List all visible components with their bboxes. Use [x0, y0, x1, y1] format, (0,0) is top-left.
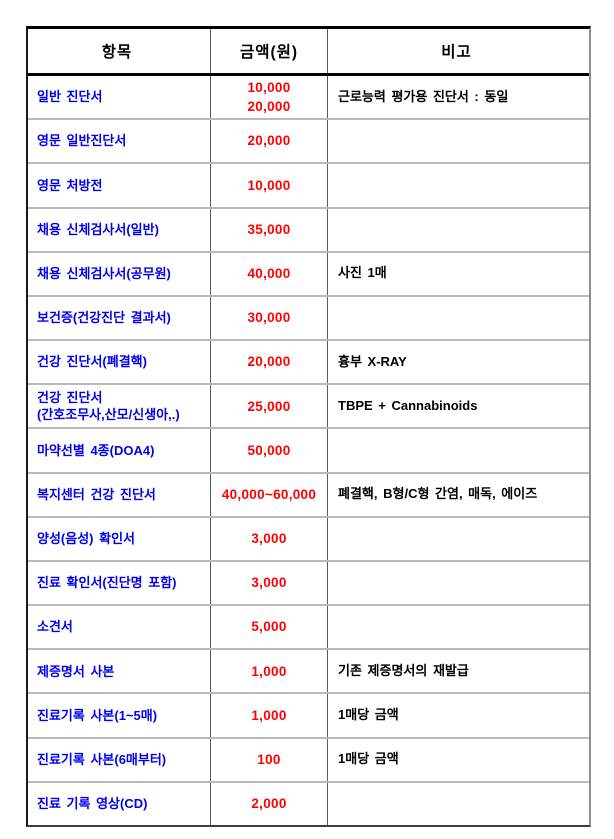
item-cell: 마약선별 4종(DOA4) [37, 442, 155, 458]
remark-cell [327, 606, 589, 649]
amount-cell: 1,000 [210, 694, 327, 737]
remark-cell [327, 120, 589, 163]
amount-cell: 40,000~60,000 [210, 473, 327, 516]
table-row: 진료 기록 영상(CD) 2,000 [28, 782, 589, 825]
item-cell: 제증명서 사본 [37, 663, 115, 679]
table-row: 진료 확인서(진단명 포함) 3,000 [28, 561, 589, 607]
item-cell: 건강 진단서(폐결핵) [37, 354, 147, 370]
header-amount-column: 금액(원) [210, 29, 327, 73]
item-cell: 채용 신체검사서(일반) [37, 221, 159, 237]
remark-cell: 사진 1매 [327, 252, 589, 295]
item-cell: 진료 기록 영상(CD) [37, 796, 148, 812]
remark-cell [327, 561, 589, 605]
item-cell: 양성(음성) 확인서 [37, 531, 135, 547]
table-row: 소견서 5,000 [28, 606, 589, 651]
amount-cell: 40,000 [210, 252, 327, 295]
amount-cell: 2,000 [210, 782, 327, 825]
remark-cell: 1매당 금액 [327, 694, 589, 737]
amount-cell: 20,000 [210, 120, 327, 163]
remark-cell [327, 164, 589, 207]
item-cell: 진료기록 사본(6매부터) [37, 751, 167, 767]
medical-certificate-fee-table: 항목 금액(원) 비고 일반 진단서 10,000 20,000 근로능력 평가… [26, 26, 591, 827]
amount-cell: 10,000 20,000 [210, 76, 327, 119]
remark-cell [327, 517, 589, 560]
remark-cell [327, 208, 589, 251]
amount-cell: 10,000 [210, 164, 327, 207]
item-cell: 건강 진단서 (간호조무사,산모/신생아,.) [37, 389, 180, 423]
table-row: 채용 신체검사서(일반) 35,000 [28, 208, 589, 253]
item-cell: 소견서 [37, 619, 73, 635]
amount-cell: 5,000 [210, 606, 327, 649]
remark-cell [327, 429, 589, 472]
amount-cell: 25,000 [210, 385, 327, 428]
amount-cell: 50,000 [210, 429, 327, 472]
remark-cell [327, 296, 589, 340]
amount-cell: 3,000 [210, 561, 327, 605]
amount-cell: 1,000 [210, 650, 327, 693]
item-cell: 채용 신체검사서(공무원) [37, 266, 171, 281]
table-header-row: 항목 금액(원) 비고 [28, 29, 589, 76]
item-cell: 일반 진단서 [37, 89, 103, 105]
table-body: 일반 진단서 10,000 20,000 근로능력 평가용 진단서 : 동일 영… [28, 76, 589, 825]
item-cell: 영문 처방전 [37, 177, 103, 193]
amount-cell: 30,000 [210, 296, 327, 340]
amount-cell: 20,000 [210, 341, 327, 384]
remark-cell: TBPE + Cannabinoids [327, 385, 589, 428]
header-remark-column: 비고 [327, 29, 589, 73]
table-row: 양성(음성) 확인서 3,000 [28, 517, 589, 562]
table-row: 영문 처방전 10,000 [28, 164, 589, 209]
remark-cell: 근로능력 평가용 진단서 : 동일 [327, 76, 589, 119]
table-row: 복지센터 건강 진단서 40,000~60,000 폐결핵, B형/C형 간염,… [28, 473, 589, 518]
table-row: 일반 진단서 10,000 20,000 근로능력 평가용 진단서 : 동일 [28, 76, 589, 121]
table-row: 건강 진단서(폐결핵) 20,000 흉부 X-RAY [28, 341, 589, 386]
item-cell: 보건증(건강진단 결과서) [37, 310, 171, 326]
remark-cell: 흉부 X-RAY [327, 341, 589, 384]
table-row: 채용 신체검사서(공무원) 40,000 사진 1매 [28, 252, 589, 297]
remark-cell [327, 782, 589, 825]
table-row: 진료기록 사본(1~5매) 1,000 1매당 금액 [28, 694, 589, 739]
amount-cell: 35,000 [210, 208, 327, 251]
table-row: 영문 일반진단서 20,000 [28, 120, 589, 165]
remark-cell: 1매당 금액 [327, 738, 589, 781]
item-cell: 복지센터 건강 진단서 [37, 486, 156, 502]
table-row: 마약선별 4종(DOA4) 50,000 [28, 429, 589, 474]
table-row: 보건증(건강진단 결과서) 30,000 [28, 296, 589, 342]
table-row: 건강 진단서 (간호조무사,산모/신생아,.) 25,000 TBPE + Ca… [28, 385, 589, 430]
remark-cell: 폐결핵, B형/C형 간염, 매독, 에이즈 [327, 473, 589, 516]
item-cell: 진료 확인서(진단명 포함) [37, 575, 177, 591]
item-cell: 진료기록 사본(1~5매) [37, 707, 158, 723]
item-cell: 영문 일반진단서 [37, 133, 127, 149]
table-row: 진료기록 사본(6매부터) 100 1매당 금액 [28, 738, 589, 783]
amount-cell: 100 [210, 738, 327, 781]
amount-cell: 3,000 [210, 517, 327, 560]
table-row: 제증명서 사본 1,000 기존 제증명서의 재발급 [28, 650, 589, 695]
header-item-column: 항목 [101, 44, 133, 61]
remark-cell: 기존 제증명서의 재발급 [327, 650, 589, 693]
